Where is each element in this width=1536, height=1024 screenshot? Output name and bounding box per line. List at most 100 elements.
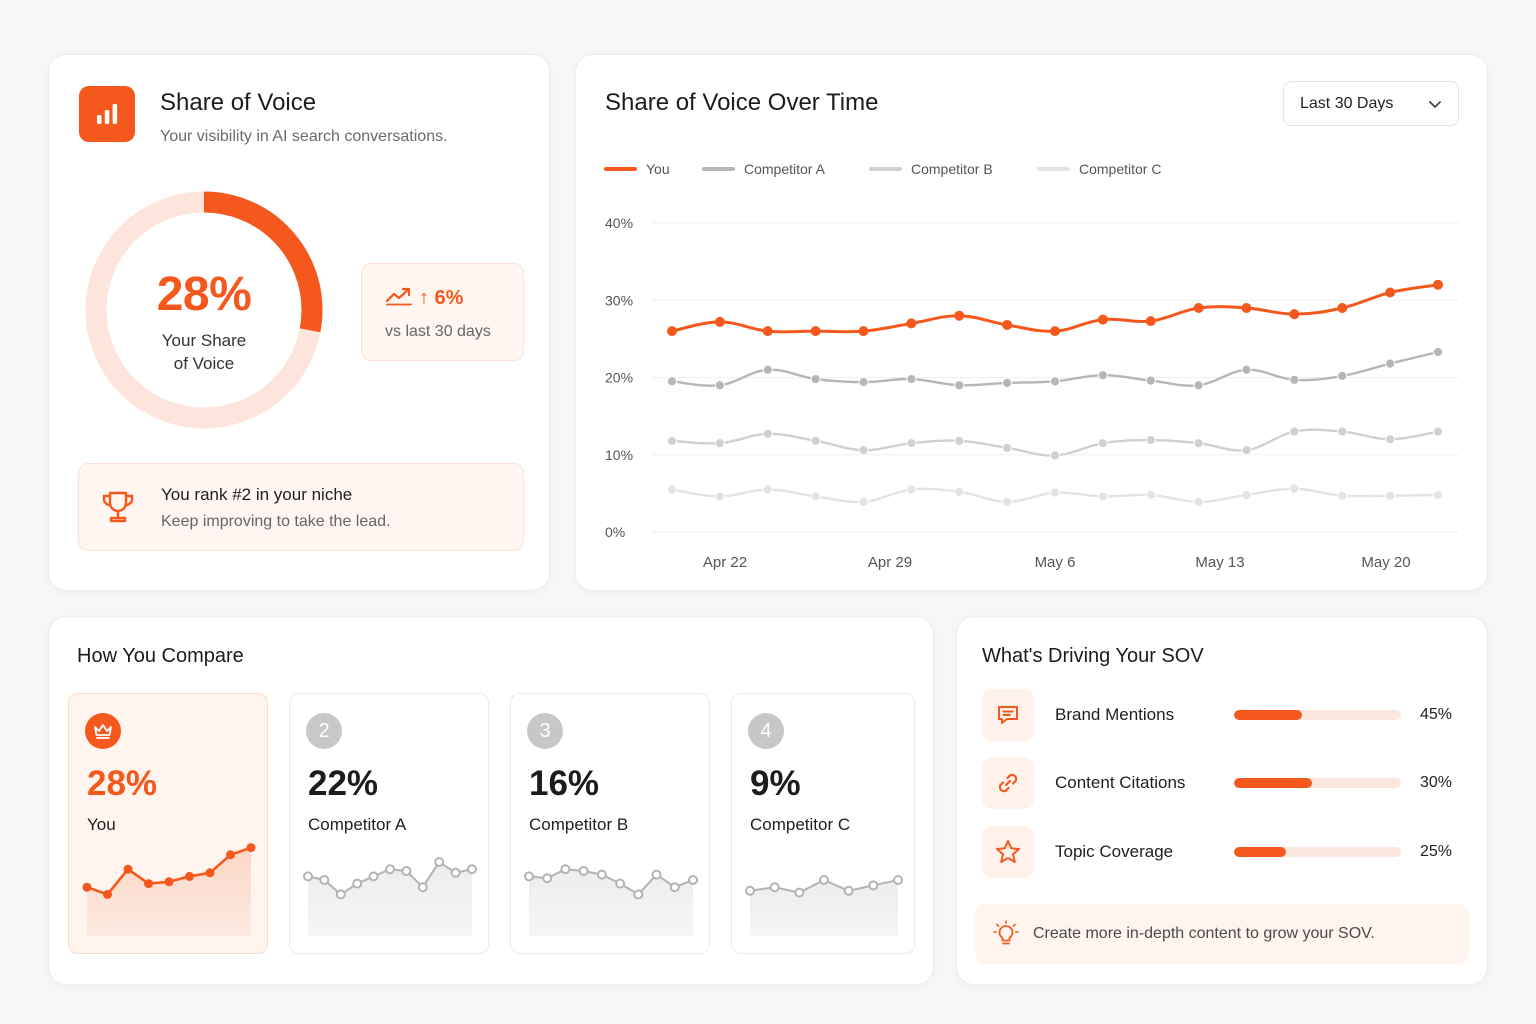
sparkline-point: [794, 887, 805, 898]
data-point[interactable]: [1049, 487, 1061, 498]
data-point[interactable]: [1241, 489, 1252, 501]
data-point[interactable]: [906, 484, 917, 495]
data-point[interactable]: [954, 380, 965, 391]
legend-item[interactable]: Competitor A: [702, 161, 826, 177]
data-point[interactable]: [858, 326, 869, 337]
sparkline-point: [434, 857, 445, 867]
how-you-compare-card: How You Compare 28% You 2 22% Competitor…: [48, 616, 934, 985]
legend-item[interactable]: Competitor B: [869, 161, 993, 177]
data-point[interactable]: [714, 380, 725, 391]
sparkline-point: [524, 871, 534, 882]
data-point[interactable]: [858, 445, 869, 456]
data-point[interactable]: [666, 484, 678, 495]
compare-card-competitor-a[interactable]: 2 22% Competitor A: [289, 693, 489, 954]
lightbulb-icon: [992, 920, 1020, 953]
data-point[interactable]: [1337, 490, 1348, 501]
data-point[interactable]: [1289, 309, 1300, 320]
data-point[interactable]: [1193, 302, 1204, 313]
compare-card-competitor-c[interactable]: 4 9% Competitor C: [731, 693, 915, 954]
legend-item[interactable]: Competitor C: [1037, 161, 1161, 177]
sparkline-point: [385, 864, 395, 875]
sparkline-point: [868, 880, 879, 891]
data-point[interactable]: [906, 318, 917, 329]
data-point[interactable]: [1097, 314, 1108, 325]
data-point[interactable]: [762, 364, 773, 375]
data-point[interactable]: [810, 326, 821, 337]
data-point[interactable]: [762, 326, 773, 337]
data-point[interactable]: [714, 438, 725, 449]
data-point[interactable]: [1049, 376, 1061, 387]
bar-chart-icon: [79, 86, 135, 142]
driver-row-content-citations: Content Citations 30%: [982, 757, 1462, 809]
data-point[interactable]: [1241, 445, 1252, 456]
data-point[interactable]: [1433, 279, 1443, 290]
data-point[interactable]: [1145, 316, 1156, 327]
data-point[interactable]: [906, 373, 917, 385]
data-point[interactable]: [714, 491, 725, 502]
driver-progress-fill: [1234, 710, 1303, 720]
data-point[interactable]: [666, 376, 678, 387]
legend-label: You: [646, 161, 670, 177]
data-point[interactable]: [1241, 364, 1252, 375]
rank-badge: 3: [527, 713, 563, 749]
data-point[interactable]: [1002, 442, 1013, 453]
sov-over-time-card: Share of Voice Over Time Last 30 Days Yo…: [575, 54, 1488, 591]
data-point[interactable]: [1050, 326, 1060, 337]
data-point[interactable]: [762, 484, 773, 495]
data-point[interactable]: [1385, 490, 1396, 501]
compare-card-you[interactable]: 28% You: [68, 693, 268, 954]
data-point[interactable]: [810, 435, 821, 446]
sparkline-point: [368, 871, 379, 882]
data-point[interactable]: [1337, 426, 1348, 437]
data-point[interactable]: [1097, 370, 1108, 381]
data-point[interactable]: [1385, 434, 1396, 445]
date-range-select[interactable]: Last 30 Days: [1283, 81, 1459, 126]
data-point[interactable]: [1097, 438, 1108, 449]
data-point[interactable]: [762, 428, 773, 439]
data-point[interactable]: [1241, 302, 1252, 313]
data-point[interactable]: [1385, 287, 1396, 298]
trend-up-icon: [385, 286, 413, 311]
data-point[interactable]: [1145, 489, 1156, 501]
data-point[interactable]: [1049, 450, 1061, 461]
data-point[interactable]: [1145, 375, 1156, 386]
data-point[interactable]: [1289, 426, 1300, 437]
data-point[interactable]: [954, 435, 965, 446]
data-point[interactable]: [810, 491, 821, 502]
data-point[interactable]: [954, 310, 965, 321]
sparkline-point: [319, 875, 330, 885]
data-point[interactable]: [1385, 358, 1396, 369]
data-point[interactable]: [906, 438, 917, 449]
data-point[interactable]: [1193, 438, 1204, 449]
data-point[interactable]: [1193, 380, 1204, 391]
data-point[interactable]: [954, 486, 965, 497]
card-subtitle: Your visibility in AI search conversatio…: [160, 128, 448, 145]
rank-box: You rank #2 in your niche Keep improving…: [78, 463, 524, 551]
data-point[interactable]: [714, 316, 725, 327]
data-point[interactable]: [1002, 319, 1013, 330]
data-point[interactable]: [1097, 491, 1108, 502]
data-point[interactable]: [1193, 496, 1204, 507]
data-point[interactable]: [1289, 374, 1300, 385]
data-point[interactable]: [858, 496, 869, 507]
data-point[interactable]: [666, 435, 678, 446]
compare-card-competitor-b[interactable]: 3 16% Competitor B: [510, 693, 710, 954]
data-point[interactable]: [858, 377, 869, 388]
data-point[interactable]: [810, 373, 821, 385]
data-point[interactable]: [667, 326, 677, 337]
sparkline-point: [893, 875, 903, 885]
sparkline-area: [529, 869, 693, 936]
data-point[interactable]: [1145, 434, 1156, 446]
data-point[interactable]: [1002, 377, 1013, 389]
share-of-voice-card: Share of Voice Your visibility in AI sea…: [48, 54, 550, 591]
data-point[interactable]: [1432, 489, 1444, 501]
legend-item[interactable]: You: [604, 161, 670, 177]
data-point[interactable]: [1337, 370, 1348, 382]
rank-badge: 4: [748, 713, 784, 749]
data-point[interactable]: [1289, 483, 1300, 494]
data-point[interactable]: [1337, 302, 1348, 313]
data-point[interactable]: [1432, 426, 1444, 437]
data-point[interactable]: [1432, 346, 1444, 358]
data-point[interactable]: [1002, 496, 1013, 507]
sparkline-point: [769, 882, 780, 893]
